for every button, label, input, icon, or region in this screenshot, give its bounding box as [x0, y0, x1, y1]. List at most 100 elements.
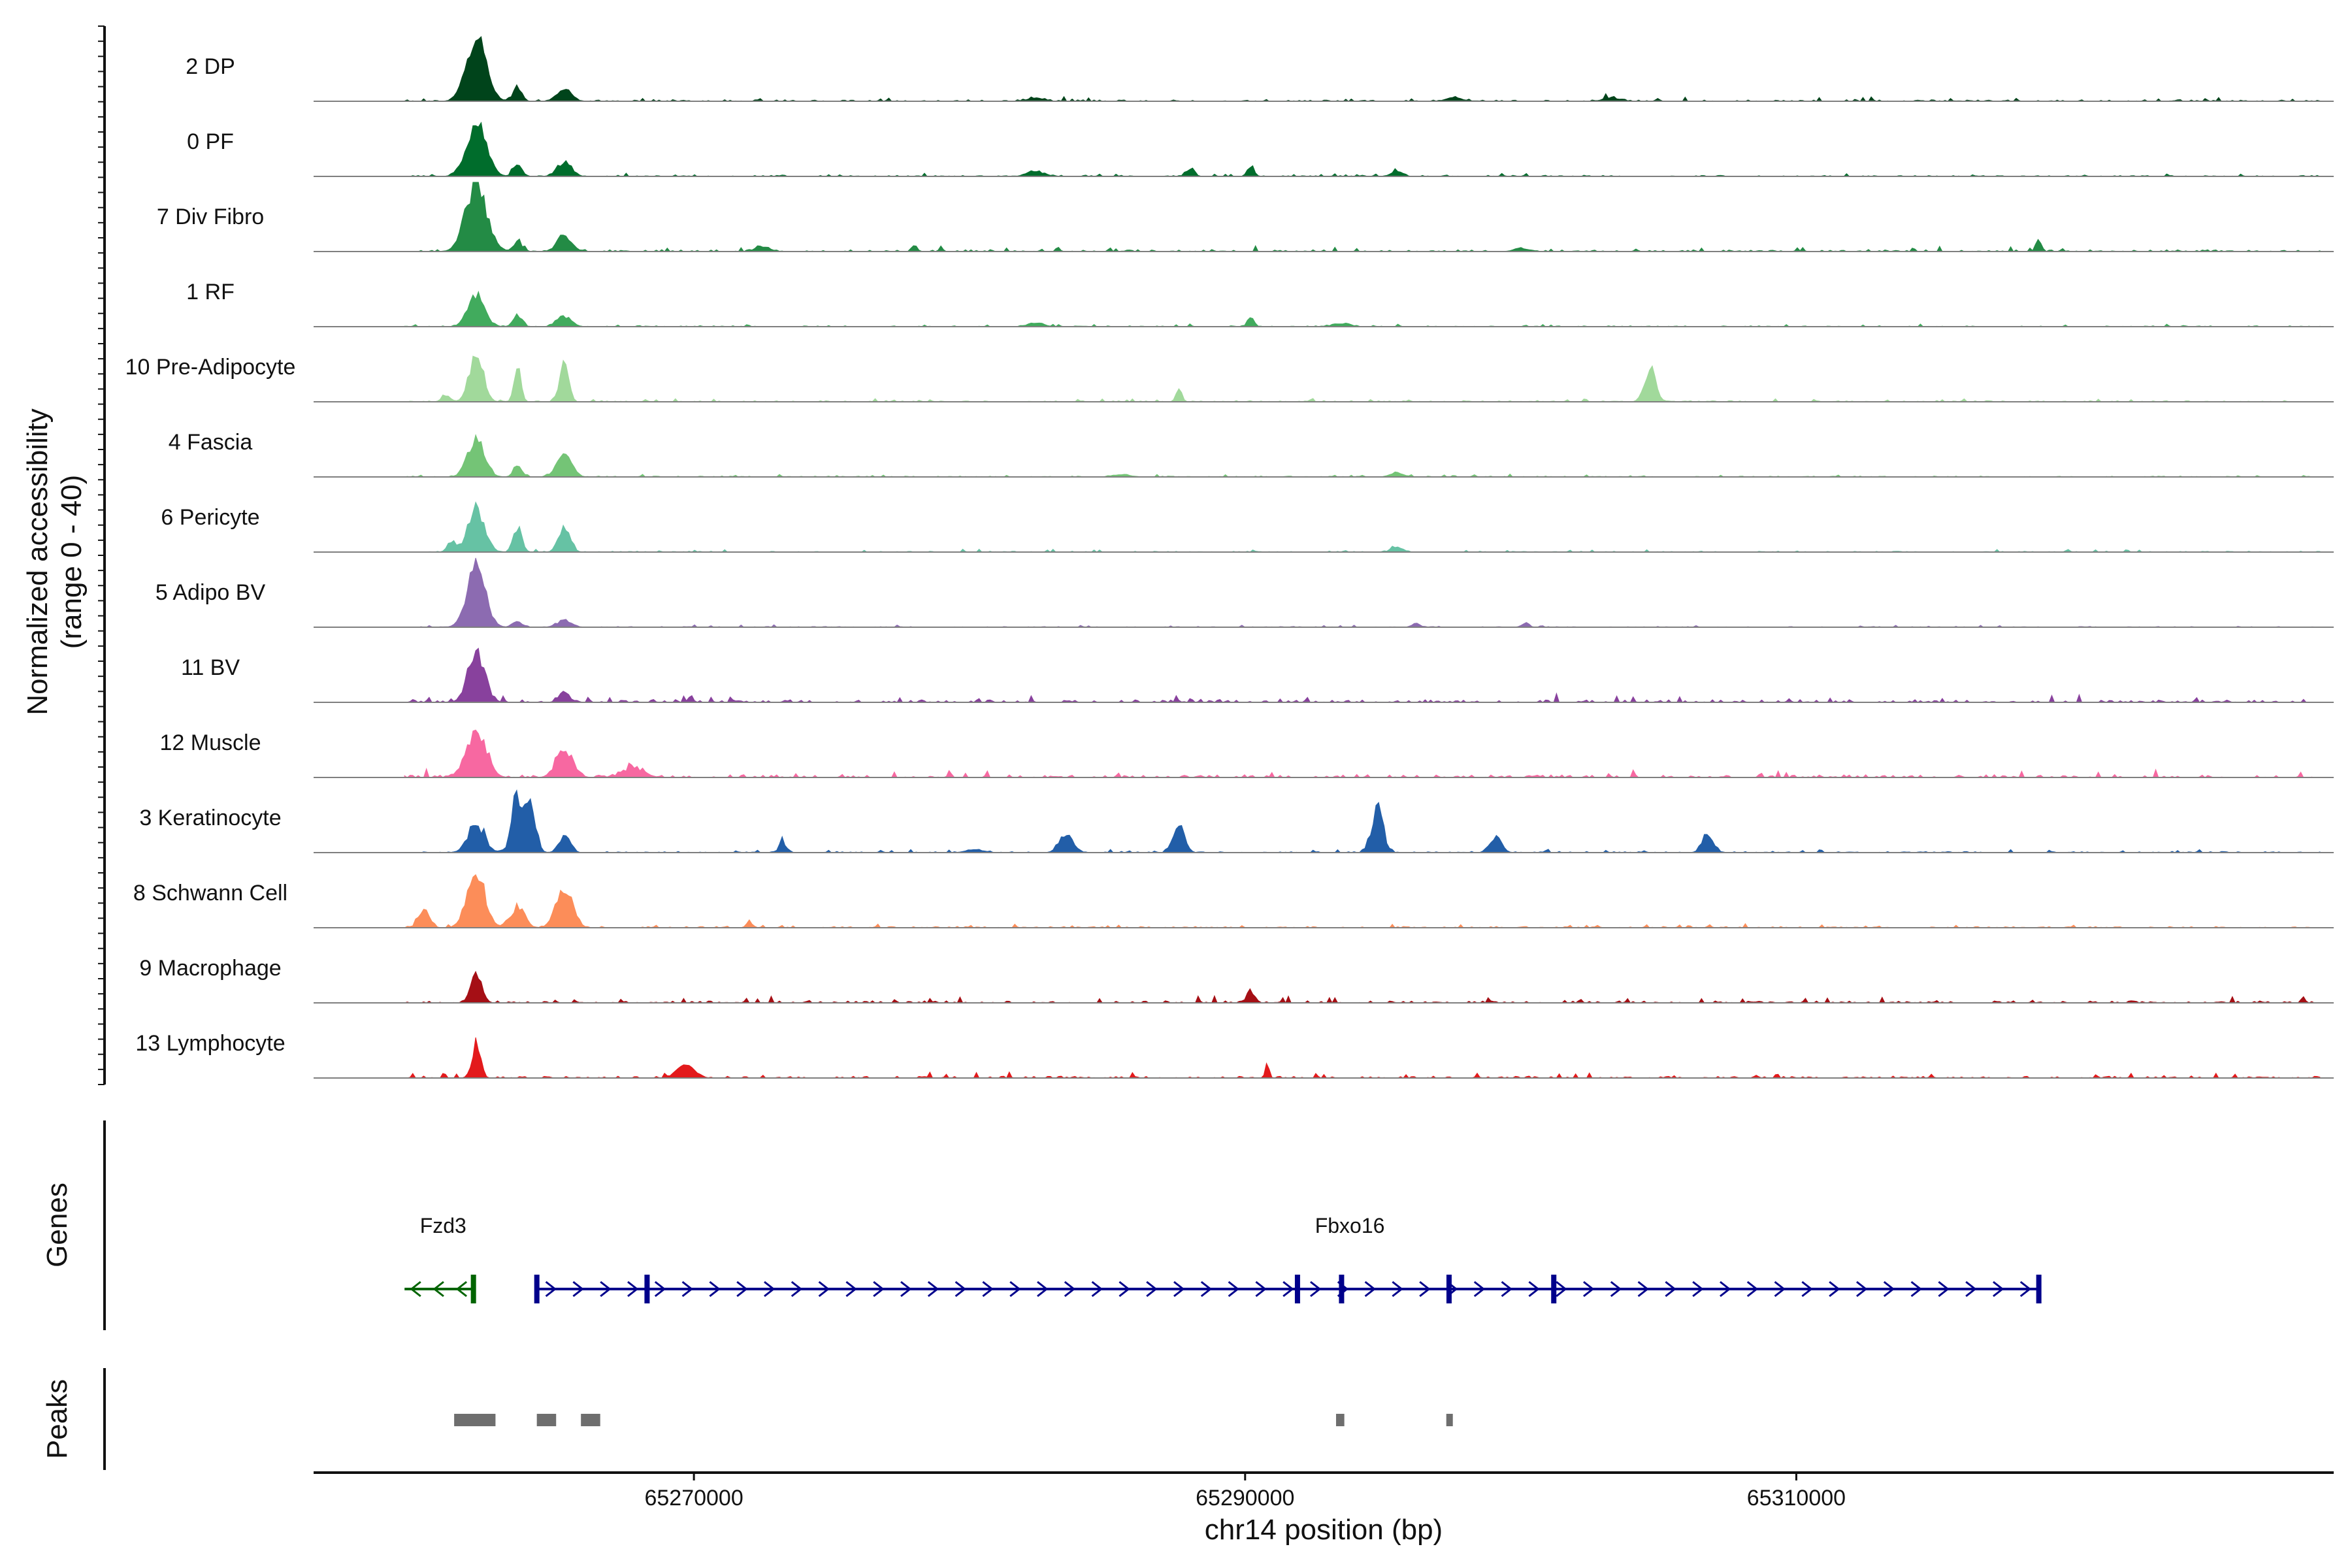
strand-arrow — [1665, 1281, 1676, 1298]
track-12-muscle: 12 Muscle — [160, 729, 2334, 778]
strand-arrow — [1583, 1281, 1595, 1298]
coverage-area — [404, 874, 2320, 928]
track-label: 12 Muscle — [160, 730, 261, 755]
peak-region — [581, 1414, 600, 1426]
track-7-div-fibro: 7 Div Fibro — [157, 182, 2334, 252]
strand-arrow — [654, 1281, 666, 1298]
peak-region — [536, 1414, 557, 1426]
track-label: 9 Macrophage — [139, 956, 281, 981]
coverage-area — [404, 182, 2321, 252]
track-label: 11 BV — [181, 655, 240, 680]
exon — [644, 1275, 650, 1303]
strand-arrow — [1556, 1281, 1567, 1298]
track-label: 5 Adipo BV — [155, 580, 266, 605]
y-axis-ruler — [98, 25, 106, 1085]
y-axis-title-line1: Normalized accessibility — [22, 408, 54, 715]
peak-annotation-panel — [454, 1414, 1453, 1426]
strand-arrow — [600, 1281, 612, 1298]
track-2-dp: 2 DP — [186, 36, 2334, 102]
x-tick-label: 65270000 — [644, 1486, 743, 1511]
strand-arrow — [1364, 1281, 1376, 1298]
strand-arrow — [845, 1281, 857, 1298]
gene-fbxo16: Fbxo16 — [534, 1214, 2042, 1303]
track-label: 10 Pre-Adipocyte — [125, 355, 296, 380]
strand-arrow — [1910, 1281, 1922, 1298]
coverage-tracks: 2 DP 0 PF 7 Div Fibro 1 RF 10 Pre-Adipocyte 4… — [125, 36, 2334, 1079]
strand-arrow — [1801, 1281, 1813, 1298]
strand-arrow — [455, 1281, 468, 1298]
strand-arrow — [1282, 1281, 1294, 1298]
track-3-keratinocyte: 3 Keratinocyte — [139, 789, 2334, 853]
coverage-area — [404, 501, 2321, 553]
y-axis-title-line2: (range 0 - 40) — [56, 475, 88, 649]
strand-arrow — [1037, 1281, 1049, 1298]
track-label: 6 Pericyte — [161, 505, 259, 530]
track-label: 0 PF — [187, 129, 234, 154]
coverage-area — [404, 647, 2320, 703]
strand-arrow — [873, 1281, 885, 1298]
exon — [470, 1275, 476, 1303]
coverage-area — [404, 290, 2321, 327]
gene-label: Fbxo16 — [1315, 1214, 1385, 1237]
strand-arrow — [1255, 1281, 1267, 1298]
track-8-schwann-cell: 8 Schwann Cell — [133, 874, 2334, 928]
peaks-panel-label: Peaks — [41, 1379, 73, 1459]
track-13-lymphocyte: 13 Lymphocyte — [135, 1031, 2334, 1079]
strand-arrow — [1856, 1281, 1868, 1298]
track-10-pre-adipocyte: 10 Pre-Adipocyte — [125, 355, 2334, 402]
coverage-area — [404, 122, 2321, 177]
exon — [1551, 1275, 1557, 1303]
strand-arrow — [545, 1281, 557, 1298]
strand-arrow — [709, 1281, 721, 1298]
track-0-pf: 0 PF — [187, 122, 2334, 177]
exon — [1446, 1275, 1452, 1303]
x-axis-ticks: 65270000 65290000 65310000 — [644, 1473, 1846, 1511]
x-tick-label: 65290000 — [1196, 1486, 1294, 1511]
exon — [1294, 1275, 1300, 1303]
coverage-area — [404, 789, 2321, 853]
coverage-area — [404, 355, 2320, 402]
strand-arrow — [627, 1281, 639, 1298]
track-label: 4 Fascia — [169, 430, 253, 455]
strand-arrow — [1009, 1281, 1021, 1298]
strand-arrow — [1610, 1281, 1622, 1298]
coverage-area — [404, 1037, 2321, 1079]
exon — [2036, 1275, 2042, 1303]
strand-arrow — [1146, 1281, 1158, 1298]
track-label: 2 DP — [186, 54, 235, 79]
strand-arrow — [410, 1281, 421, 1298]
strand-arrow — [1091, 1281, 1103, 1298]
strand-arrow — [1473, 1281, 1486, 1298]
strand-arrow — [1829, 1281, 1840, 1298]
track-9-macrophage: 9 Macrophage — [139, 956, 2334, 1004]
strand-arrow — [1637, 1281, 1649, 1298]
peak-region — [454, 1414, 496, 1426]
strand-arrow — [1200, 1281, 1213, 1298]
track-label: 3 Keratinocyte — [139, 806, 281, 830]
strand-arrow — [818, 1281, 830, 1298]
coverage-area — [404, 36, 2321, 102]
x-axis-title: chr14 position (bp) — [1205, 1514, 1443, 1546]
strand-arrow — [764, 1281, 776, 1298]
strand-arrow — [572, 1281, 584, 1298]
track-11-bv: 11 BV — [181, 647, 2334, 703]
gene-label: Fzd3 — [420, 1214, 466, 1237]
track-label: 8 Schwann Cell — [133, 881, 287, 906]
gene-fzd3: Fzd3 — [404, 1214, 476, 1303]
strand-arrow — [1720, 1281, 1731, 1298]
strand-arrow — [1692, 1281, 1704, 1298]
strand-arrow — [1938, 1281, 1950, 1298]
genes-panel-label: Genes — [41, 1183, 73, 1267]
strand-arrow — [1993, 1281, 2004, 1298]
strand-arrow — [1501, 1281, 1512, 1298]
strand-arrow — [927, 1281, 939, 1298]
strand-arrow — [1883, 1281, 1895, 1298]
strand-arrow — [1746, 1281, 1759, 1298]
coverage-area — [404, 970, 2320, 1004]
exon — [534, 1275, 540, 1303]
strand-arrow — [1528, 1281, 1540, 1298]
strand-arrow — [736, 1281, 748, 1298]
strand-arrow — [791, 1281, 803, 1298]
track-5-adipo-bv: 5 Adipo BV — [155, 557, 2334, 628]
